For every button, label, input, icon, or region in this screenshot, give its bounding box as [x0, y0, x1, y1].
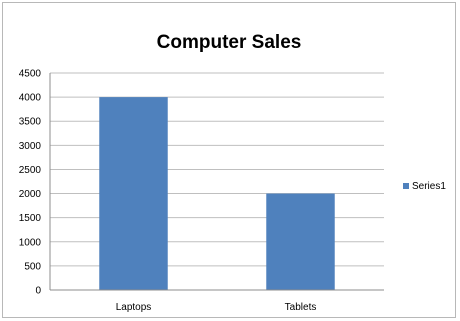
chart-frame [2, 2, 456, 318]
y-tick-label: 1000 [19, 237, 42, 248]
y-tick-label: 4500 [19, 69, 42, 80]
legend: Series1 [403, 181, 446, 192]
bars [99, 97, 335, 290]
y-tick-label: 2500 [19, 165, 42, 176]
bar-laptops [99, 97, 168, 290]
y-tick-label: 2000 [19, 189, 42, 200]
chart-title: Computer Sales [157, 32, 302, 53]
axes [49, 73, 384, 291]
y-tick-label: 0 [35, 286, 41, 297]
legend-label: Series1 [412, 181, 446, 192]
y-tick-label: 3000 [19, 141, 42, 152]
bar-tablets [266, 193, 335, 290]
legend-swatch [403, 183, 409, 189]
y-tick-label: 3500 [19, 117, 42, 128]
y-tick-label: 1500 [19, 213, 42, 224]
y-tick-label: 4000 [19, 93, 42, 104]
y-axis-tick-labels: 0 500 1000 1500 2000 2500 3000 3500 4000 4500 [19, 69, 42, 297]
x-axis-tick-labels: Laptops Tablets [116, 302, 317, 313]
x-tick-label: Tablets [285, 302, 317, 313]
y-tick-label: 500 [24, 261, 41, 272]
x-tick-label: Laptops [116, 302, 152, 313]
